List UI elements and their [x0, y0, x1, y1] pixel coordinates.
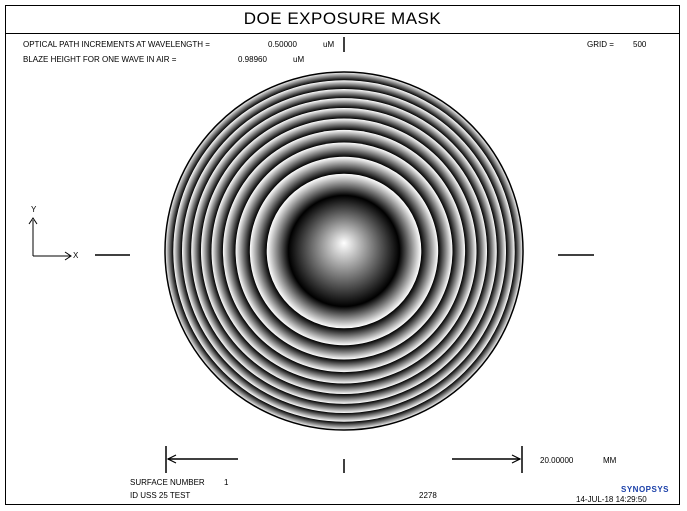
timestamp: 14-JUL-18 14:29:50 — [576, 495, 647, 504]
scale-value: 20.00000 — [540, 456, 574, 465]
scale-right-arrow-icon — [511, 454, 522, 464]
blaze-unit: uM — [293, 55, 305, 64]
y-axis-label: Y — [31, 205, 37, 214]
scale-bar — [165, 446, 523, 473]
opd-label: OPTICAL PATH INCREMENTS AT WAVELENGTH = — [23, 40, 210, 49]
opd-unit: uM — [323, 40, 335, 49]
scale-unit: MM — [603, 456, 617, 465]
axis-indicator — [28, 217, 72, 261]
surface-value: 1 — [224, 478, 229, 487]
blaze-value: 0.98960 — [238, 55, 267, 64]
id-text: ID USS 25 TEST — [130, 491, 191, 500]
grid-label: GRID = — [587, 40, 614, 49]
x-arrow-icon — [64, 251, 72, 261]
page-title: DOE EXPOSURE MASK — [243, 9, 442, 28]
grid-value: 500 — [633, 40, 647, 49]
scale-left-arrow-icon — [166, 454, 177, 464]
center-zone — [288, 195, 400, 307]
diffractive-zones — [164, 71, 524, 431]
aperture-edge — [164, 71, 524, 431]
blaze-label: BLAZE HEIGHT FOR ONE WAVE IN AIR = — [23, 55, 177, 64]
y-arrow-icon — [28, 217, 38, 225]
title-bar: DOE EXPOSURE MASK — [5, 5, 680, 34]
opd-value: 0.50000 — [268, 40, 297, 49]
synopsys-logo: SYNOPSYS — [621, 485, 670, 494]
x-axis-label: X — [73, 251, 79, 260]
surface-label: SURFACE NUMBER — [130, 478, 205, 487]
plot-frame — [5, 5, 680, 505]
record-count: 2278 — [419, 491, 437, 500]
